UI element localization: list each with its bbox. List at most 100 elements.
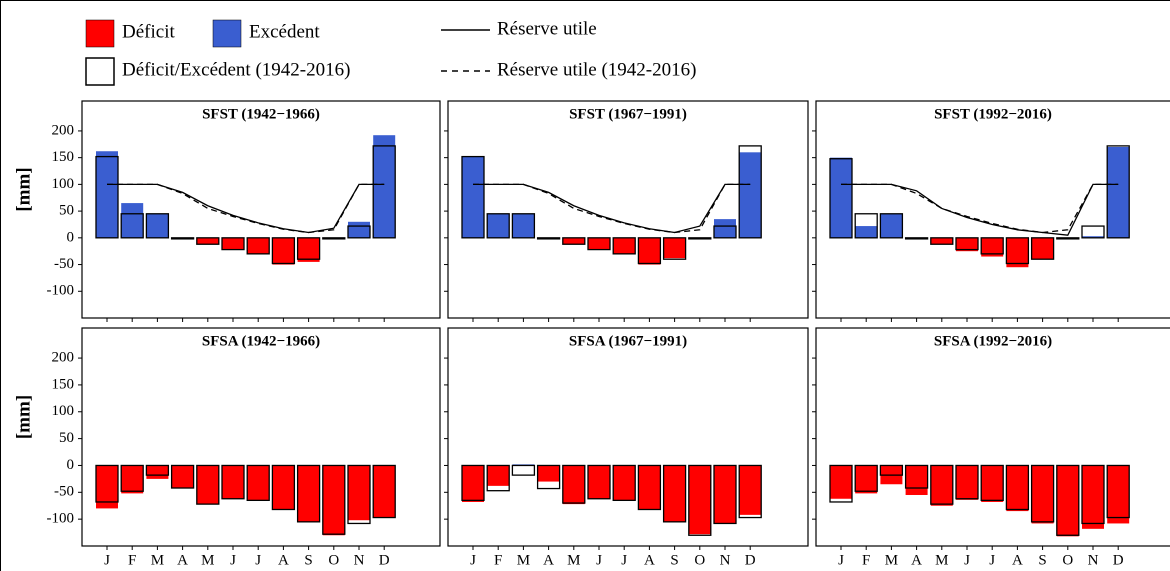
reference-bar bbox=[221, 464, 245, 500]
y-tick-label: 150 bbox=[52, 376, 75, 392]
y-tick-label: -50 bbox=[54, 484, 74, 500]
x-tick-label: J bbox=[255, 552, 261, 568]
x-tick-label: M bbox=[151, 552, 164, 568]
reference-bar bbox=[322, 464, 346, 535]
bar bbox=[247, 465, 270, 501]
panel-frame bbox=[447, 327, 809, 547]
reference-bar bbox=[980, 237, 1004, 255]
x-tick-label: S bbox=[304, 552, 312, 568]
reference-bar bbox=[120, 213, 144, 239]
y-tick-label: -100 bbox=[47, 511, 75, 527]
bar bbox=[196, 237, 219, 245]
y-tick-label: -100 bbox=[47, 283, 75, 299]
bar bbox=[373, 465, 396, 518]
bar bbox=[322, 465, 345, 536]
reference-bar bbox=[170, 237, 195, 240]
reference-bar bbox=[955, 464, 979, 500]
bar bbox=[222, 465, 244, 499]
reference-bar bbox=[246, 464, 270, 502]
reserve-line bbox=[841, 183, 1119, 236]
bar bbox=[348, 465, 370, 521]
reference-bar bbox=[486, 464, 510, 492]
reference-bar bbox=[738, 145, 762, 239]
panel-title: SFST (1992−2016) bbox=[934, 106, 1052, 122]
x-tick-label: J bbox=[104, 552, 110, 568]
reference-bar bbox=[904, 464, 929, 489]
reference-bar bbox=[829, 464, 853, 503]
panel-title: SFSA (1967−1991) bbox=[569, 333, 687, 349]
reference-bar bbox=[587, 464, 611, 500]
y-axis-label: [mm] bbox=[13, 395, 34, 439]
bar bbox=[1082, 236, 1104, 238]
reference-bar bbox=[95, 464, 119, 503]
reference-bar bbox=[461, 464, 485, 502]
bar bbox=[247, 237, 270, 254]
reference-bar bbox=[930, 237, 954, 245]
x-tick-label: J bbox=[596, 552, 602, 568]
reference-bar bbox=[1005, 237, 1030, 265]
y-tick-label: -50 bbox=[54, 256, 74, 272]
reference-bar bbox=[1030, 464, 1055, 523]
reference-bar bbox=[196, 464, 220, 505]
reference-bar bbox=[637, 237, 662, 265]
x-tick-label: M bbox=[567, 552, 580, 568]
x-tick-label: M bbox=[517, 552, 530, 568]
bar bbox=[272, 237, 295, 265]
bar bbox=[297, 465, 320, 522]
panel-frame bbox=[447, 100, 809, 319]
reference-bar bbox=[612, 464, 636, 502]
x-tick-label: O bbox=[694, 552, 705, 568]
bar bbox=[663, 465, 686, 522]
legend-label: Réserve utile (1942-2016) bbox=[497, 59, 696, 80]
reference-bar bbox=[170, 464, 195, 489]
panel-frame bbox=[81, 327, 441, 547]
y-tick-label: 50 bbox=[59, 203, 74, 219]
panel-title: SFST (1967−1991) bbox=[569, 106, 687, 122]
bar bbox=[613, 237, 636, 254]
bar bbox=[905, 465, 928, 495]
reference-bar bbox=[1106, 464, 1130, 519]
bar bbox=[121, 203, 144, 238]
reference-bar bbox=[904, 237, 929, 240]
bar bbox=[297, 237, 320, 262]
reserve-line bbox=[473, 183, 751, 234]
x-tick-label: F bbox=[862, 552, 870, 568]
bar bbox=[196, 465, 219, 505]
x-tick-label: J bbox=[230, 552, 236, 568]
legend-swatch bbox=[85, 57, 115, 86]
bar bbox=[1006, 465, 1029, 512]
reference-bar bbox=[688, 464, 712, 536]
bar bbox=[930, 465, 953, 506]
reference-bar bbox=[1081, 464, 1105, 525]
reference-bar bbox=[1081, 225, 1105, 239]
bar bbox=[714, 219, 736, 238]
legend-label: Déficit/Excédent (1942-2016) bbox=[122, 59, 350, 80]
x-tick-label: A bbox=[1012, 552, 1023, 568]
reference-bar bbox=[980, 464, 1004, 502]
x-tick-label: M bbox=[935, 552, 948, 568]
bar bbox=[981, 237, 1004, 257]
reference-bar bbox=[486, 213, 510, 239]
reference-bar bbox=[587, 237, 611, 251]
reference-reserve-line bbox=[473, 183, 751, 234]
x-tick-label: D bbox=[745, 552, 756, 568]
x-tick-label: N bbox=[354, 552, 365, 568]
bar bbox=[1107, 146, 1130, 238]
y-tick-label: 200 bbox=[52, 122, 75, 138]
bar bbox=[956, 237, 978, 252]
reference-bar bbox=[271, 464, 296, 511]
reference-bar bbox=[196, 237, 220, 245]
bar bbox=[663, 237, 686, 259]
reference-bar bbox=[879, 464, 904, 476]
x-tick-label: F bbox=[128, 552, 136, 568]
reference-bar bbox=[829, 158, 853, 239]
x-tick-label: A bbox=[911, 552, 922, 568]
x-tick-label: A bbox=[644, 552, 655, 568]
reference-bar bbox=[637, 464, 662, 511]
reference-bar bbox=[347, 464, 371, 525]
legend-label: Réserve utile bbox=[497, 18, 597, 39]
bar bbox=[1056, 465, 1079, 537]
reference-bar bbox=[246, 237, 270, 255]
bar bbox=[930, 237, 953, 245]
